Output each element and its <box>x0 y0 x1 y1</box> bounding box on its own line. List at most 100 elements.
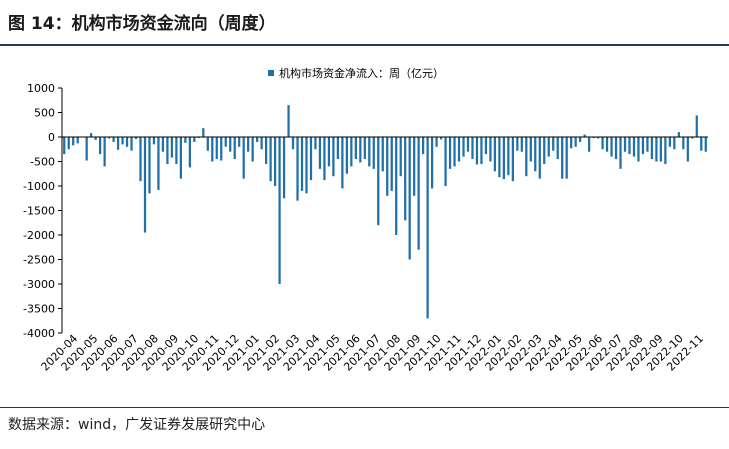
bar <box>224 137 227 147</box>
bar <box>413 137 416 196</box>
bar <box>507 137 510 176</box>
bar <box>641 137 645 155</box>
bar <box>107 137 111 139</box>
bar <box>265 137 268 164</box>
y-tick-label: 500 <box>34 107 55 120</box>
bar <box>76 137 79 144</box>
bar <box>233 137 236 160</box>
bar <box>619 137 622 169</box>
y-tick-label: -2500 <box>23 254 55 267</box>
bar <box>166 137 169 164</box>
bar <box>547 137 550 157</box>
y-tick-label: 0 <box>48 131 55 144</box>
bar <box>314 137 317 150</box>
bar <box>659 137 663 162</box>
bar <box>691 137 694 139</box>
y-tick-label: -1000 <box>23 180 55 193</box>
bar <box>152 137 156 145</box>
bar <box>637 137 640 162</box>
bar <box>538 137 541 179</box>
bar <box>610 137 613 157</box>
bar <box>646 137 649 152</box>
bar <box>161 137 165 152</box>
bar <box>399 137 402 177</box>
y-tick-label: -3000 <box>23 278 55 291</box>
bar <box>556 137 559 160</box>
bar <box>605 137 609 152</box>
bar <box>354 137 357 160</box>
bar <box>475 137 479 165</box>
bar <box>363 137 366 160</box>
bar <box>282 137 286 199</box>
bar <box>614 137 618 160</box>
bar <box>143 137 147 233</box>
bar <box>368 137 371 167</box>
bar <box>229 137 232 152</box>
bar <box>112 137 115 142</box>
bar <box>336 137 340 160</box>
bar <box>242 137 245 179</box>
bar <box>202 128 205 137</box>
bar <box>148 137 151 194</box>
bar <box>588 137 591 152</box>
source-note: 数据来源：wind，广发证券发展研究中心 <box>8 417 266 433</box>
bar <box>125 137 129 147</box>
bar <box>408 137 411 260</box>
bar <box>121 137 124 145</box>
y-tick-label: -2000 <box>23 229 55 242</box>
bar <box>498 137 501 178</box>
y-tick-label: -1500 <box>23 205 55 218</box>
bar <box>63 137 66 155</box>
bar <box>704 137 707 152</box>
bar <box>453 137 456 167</box>
bar <box>628 137 631 155</box>
bar <box>561 137 564 179</box>
bar <box>623 137 627 152</box>
bar <box>99 137 102 155</box>
bar <box>404 137 407 221</box>
bar <box>444 137 447 186</box>
bar <box>103 137 106 167</box>
figure-header: 图 14：机构市场资金流向（周度） <box>0 0 729 44</box>
bar <box>529 137 532 162</box>
bar <box>273 137 277 186</box>
bar <box>466 137 470 152</box>
bar <box>72 137 75 146</box>
bar <box>251 137 254 162</box>
bar <box>130 137 133 151</box>
bar <box>596 137 600 139</box>
bar <box>601 137 604 150</box>
bar <box>139 137 142 182</box>
bar <box>462 137 465 157</box>
bar <box>552 137 555 151</box>
bar <box>260 137 263 150</box>
bar <box>700 137 703 151</box>
bar <box>206 137 209 151</box>
bar <box>484 137 488 155</box>
bar <box>386 137 389 196</box>
bar <box>673 137 676 150</box>
bar <box>309 137 313 181</box>
bar <box>170 137 174 158</box>
bar <box>305 137 308 194</box>
bar <box>448 137 452 169</box>
y-tick-label: 1000 <box>27 82 55 95</box>
bar <box>525 137 528 177</box>
bar <box>215 137 218 160</box>
bar <box>350 137 353 167</box>
bar <box>157 137 160 190</box>
title-divider <box>0 44 729 46</box>
bar <box>256 137 259 142</box>
bar <box>565 137 568 179</box>
bar <box>300 137 304 191</box>
bar <box>435 137 438 147</box>
bar <box>184 137 187 143</box>
bar <box>193 137 196 142</box>
bar <box>677 132 680 137</box>
bar <box>579 137 582 142</box>
legend-swatch <box>268 70 274 76</box>
bar <box>583 134 586 137</box>
bar <box>341 137 344 189</box>
y-tick-label: -3500 <box>23 303 55 316</box>
bar <box>372 137 375 169</box>
